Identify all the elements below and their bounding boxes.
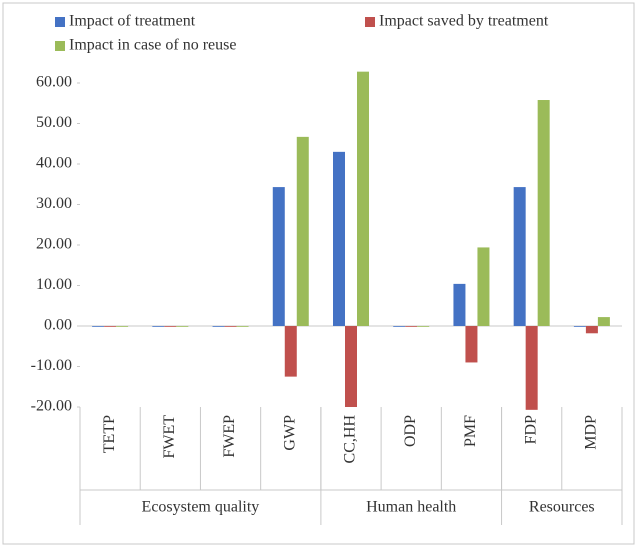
x-tick-label: GWP	[281, 415, 298, 451]
bar	[224, 326, 237, 327]
legend-swatch	[365, 17, 375, 27]
bar	[236, 326, 249, 327]
bar	[597, 317, 610, 326]
bar	[573, 326, 586, 327]
bar	[212, 326, 225, 327]
bar	[92, 326, 105, 327]
bar	[345, 326, 357, 407]
bar	[333, 151, 345, 326]
bar	[465, 326, 478, 363]
legend-label: Impact in case of no reuse	[69, 37, 236, 54]
y-tick-label: 0.00	[44, 317, 72, 334]
x-tick-label: PMF	[462, 415, 479, 447]
bar	[116, 326, 129, 327]
bar	[272, 187, 285, 326]
x-tick-label: CC,HH	[342, 415, 359, 464]
y-tick-label: -10.00	[31, 357, 72, 374]
y-tick-label: 60.00	[36, 74, 72, 91]
bar	[104, 326, 117, 327]
legend-label: Impact of treatment	[69, 13, 196, 30]
x-tick-label: FWET	[161, 415, 178, 459]
bar	[176, 326, 189, 327]
y-tick-label: 50.00	[36, 114, 72, 131]
y-tick-label: 20.00	[36, 236, 72, 253]
bar	[513, 187, 526, 326]
y-tick-label: 10.00	[36, 276, 72, 293]
bar	[453, 283, 466, 326]
bar	[537, 100, 550, 326]
y-tick-label: 30.00	[36, 195, 72, 212]
bar	[525, 326, 538, 410]
legend-label: Impact saved by treatment	[379, 13, 549, 30]
bar	[585, 326, 598, 334]
bar	[152, 326, 165, 327]
group-label: Ecosystem quality	[142, 499, 260, 516]
x-tick-label: ODP	[402, 415, 419, 447]
x-tick-label: FWEP	[221, 415, 238, 458]
legend-swatch	[55, 41, 65, 51]
x-tick-label: TETP	[101, 415, 118, 453]
bar	[417, 326, 430, 327]
group-label: Resources	[529, 499, 595, 516]
legend-swatch	[55, 17, 65, 27]
bar	[477, 247, 490, 326]
y-tick-label: -20.00	[31, 398, 72, 415]
x-tick-label: FDP	[522, 415, 539, 444]
bar	[284, 326, 297, 377]
group-label: Human health	[366, 499, 456, 516]
bar	[393, 326, 406, 327]
x-tick-label: MDP	[583, 415, 600, 450]
bar	[164, 326, 177, 327]
bar	[357, 71, 369, 326]
bar	[296, 136, 309, 326]
bar	[405, 326, 418, 327]
y-tick-label: 40.00	[36, 155, 72, 172]
